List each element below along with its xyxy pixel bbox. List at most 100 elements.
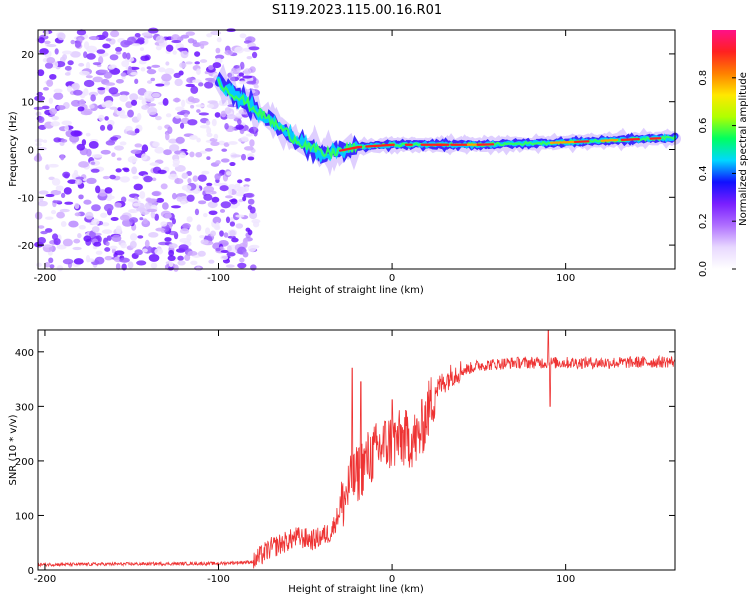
spectrogram-ridge-peak — [600, 138, 619, 142]
spectrogram-noise-blob — [114, 145, 124, 151]
spectrogram-noise-blob — [247, 245, 257, 252]
spectrogram-noise-blob — [53, 88, 63, 93]
spectrogram-noise-blob — [33, 106, 44, 111]
spectrogram-noise-blob — [95, 185, 101, 194]
spectrogram-noise-blob — [234, 46, 244, 54]
spectrogram-noise-blob — [91, 154, 103, 158]
spectrogram-noise-blob — [206, 132, 213, 138]
spectrogram-noise-blob — [98, 114, 105, 122]
spectrogram-ridge-peak — [573, 140, 590, 144]
spectrogram-noise-blob — [167, 126, 173, 135]
spectrogram-noise-blob — [86, 45, 98, 54]
spectrogram-noise-blob — [74, 212, 81, 217]
spectrogram-noise-blob — [179, 228, 190, 235]
spectrogram-noise-blob — [115, 225, 122, 234]
spectrogram-noise-blob — [176, 111, 186, 116]
spectrogram-noise-blob — [239, 33, 247, 39]
spectrogram-noise-blob — [150, 262, 158, 269]
spectrogram-noise-blob — [151, 64, 161, 68]
spectrogram-noise-blob — [120, 72, 127, 77]
snr-x-tick-label: -200 — [34, 574, 57, 585]
spectrogram-noise-blob — [79, 70, 90, 76]
spectrogram-noise-blob — [70, 39, 76, 45]
spectrogram-noise-blob — [49, 73, 57, 80]
spectrogram-noise-blob — [235, 214, 245, 218]
spectrogram-noise-blob — [214, 112, 221, 118]
spectrogram-noise-blob — [92, 62, 102, 66]
spectrogram-noise-blob — [177, 47, 188, 51]
spectrogram-noise-blob — [109, 54, 119, 61]
spectrogram-noise-blob — [76, 29, 87, 36]
spectrogram-noise-blob — [146, 208, 158, 213]
spectrogram-noise-blob — [129, 240, 137, 249]
spectrogram-noise-blob — [106, 197, 112, 202]
spectrogram-noise-blob — [78, 161, 90, 168]
spectrogram-noise-blob — [119, 94, 128, 102]
spectrogram-noise-blob — [250, 264, 257, 271]
spectrogram-noise-blob — [37, 69, 45, 77]
spectrogram-noise-blob — [165, 113, 172, 118]
spectrogram-noise-blob — [50, 121, 61, 127]
snr-y-tick-label: 400 — [15, 348, 34, 359]
spectrogram-noise-blob — [212, 62, 222, 69]
spectrogram-noise-blob — [127, 198, 138, 202]
spectrogram-noise-blob — [211, 196, 220, 203]
spectrogram-noise-blob — [73, 258, 84, 265]
snr-series-line — [37, 329, 675, 569]
spectrogram-noise-blob — [43, 86, 49, 91]
spectrogram-noise-blob — [199, 59, 208, 63]
spectrogram-noise-blob — [252, 221, 260, 228]
spectrogram-noise-blob — [165, 132, 170, 141]
spectrogram-noise-blob — [85, 148, 92, 157]
spectrogram-noise-blob — [186, 234, 192, 242]
spectrogram-noise-blob — [119, 91, 130, 96]
spectrogram-noise-blob — [155, 227, 166, 232]
spectrogram-noise-blob — [140, 55, 150, 62]
spectrogram-noise-blob — [190, 260, 198, 265]
spectrogram-noise-blob — [116, 157, 122, 161]
spectrogram-noise-blob — [57, 32, 66, 41]
spectrogram-noise-blob — [91, 204, 101, 212]
spectrogram-noise-blob — [60, 192, 66, 198]
spectrogram-noise-blob — [147, 27, 159, 34]
spectrogram-noise-blob — [168, 173, 178, 180]
spectrogram-noise-blob — [215, 222, 220, 229]
spectrogram-noise-blob — [109, 245, 118, 250]
spectrogram-noise-blob — [180, 200, 187, 205]
spectrogram-noise-blob — [119, 257, 130, 263]
spectrogram-noise-blob — [244, 177, 251, 182]
spectrogram-noise-blob — [200, 43, 205, 49]
spectrogram-noise-blob — [196, 109, 201, 113]
spectrogram-noise-blob — [48, 97, 54, 104]
spectrogram-noise-blob — [185, 31, 196, 36]
spectrogram-noise-blob — [85, 211, 94, 220]
spectrogram-noise-blob — [49, 264, 55, 269]
spectrogram-noise-blob — [148, 232, 159, 238]
spectrogram-noise-blob — [225, 195, 233, 199]
spectrogram-noise-blob — [228, 141, 238, 145]
spectrogram-noise-blob — [46, 57, 56, 64]
spectrogram-noise-blob — [169, 144, 180, 152]
spectrogram-noise-blob — [244, 185, 250, 192]
spectrogram-x-ticks: -200 -100 0 100 — [34, 30, 575, 284]
spectrogram-noise-blob — [151, 92, 161, 98]
spectrogram-noise-blob — [122, 51, 128, 59]
spectrogram-noise-blob — [173, 72, 181, 79]
spectrogram-noise-blob — [242, 240, 248, 248]
snr-panel: -200 -100 0 100 0 100 200 300 400 Height of str… — [8, 329, 676, 595]
spectrogram-noise-blob — [158, 67, 166, 73]
spectrogram-noise-blob — [171, 218, 176, 225]
spectrogram-noise-blob — [237, 118, 242, 125]
spectrogram-noise-blob — [141, 104, 150, 110]
spectrogram-noise-blob — [56, 105, 66, 111]
spectrogram-noise-blob — [239, 61, 245, 70]
spectrogram-x-tick-label: -100 — [207, 273, 230, 284]
spectrogram-noise-blob — [120, 242, 127, 249]
spectrogram-noise-blob — [155, 35, 165, 44]
spectrogram-noise-blob — [110, 216, 119, 221]
spectrogram-noise-blob — [78, 62, 85, 67]
spectrogram-noise-blob — [115, 263, 121, 270]
spectrogram-y-ticks: -20 -10 0 10 20 — [18, 50, 675, 252]
spectrogram-noise-blob — [129, 217, 139, 224]
spectrogram-noise-blob — [245, 133, 254, 137]
